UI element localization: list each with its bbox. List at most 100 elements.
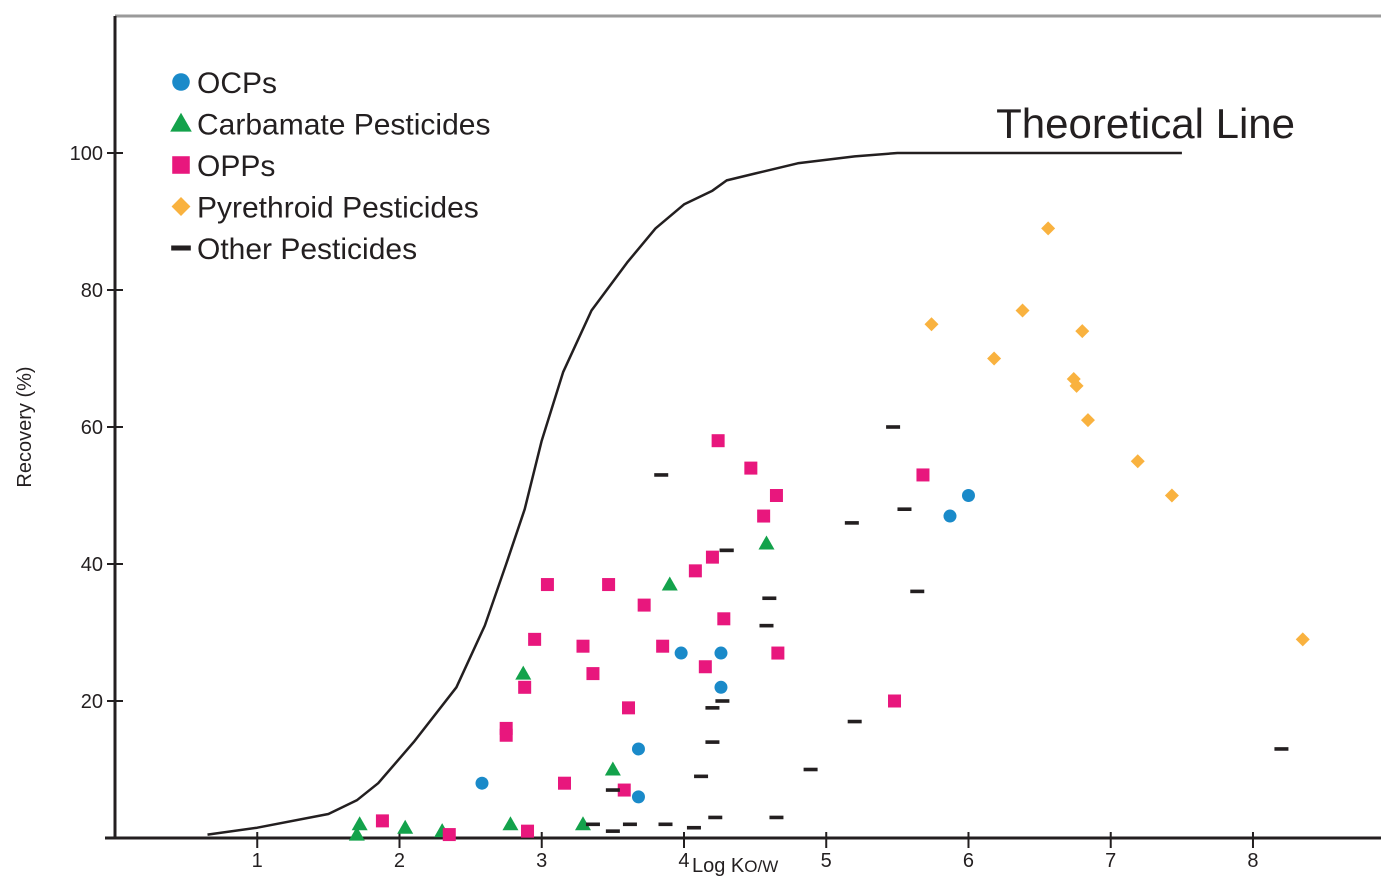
legend-marker-other-pesticides (171, 245, 191, 251)
point-other-pesticides (910, 589, 925, 594)
point-opps (757, 509, 771, 523)
point-pyrethroid-pesticides (1164, 488, 1179, 503)
legend-label-carbamate-pesticides: Carbamate Pesticides (197, 109, 490, 142)
legend-marker-ocps (172, 73, 190, 91)
point-other-pesticides (605, 788, 620, 792)
x-axis-title-subscript: O/W (744, 857, 778, 876)
point-opps (528, 632, 542, 646)
point-pyrethroid-pesticides (987, 351, 1002, 366)
point-opps (705, 550, 719, 564)
point-opps (602, 578, 616, 592)
point-carbamate-pesticides (758, 535, 775, 550)
x-tick-label: 2 (394, 850, 405, 872)
point-ocps (943, 509, 957, 523)
x-tick-label: 6 (963, 850, 974, 872)
point-ocps (631, 742, 645, 756)
data-points-layer (348, 221, 1310, 842)
point-opps (521, 824, 535, 838)
point-pyrethroid-pesticides (924, 317, 939, 332)
legend-marker-pyrethroid-pesticides (171, 197, 191, 216)
point-opps (518, 680, 532, 694)
legend-label-opps: OPPs (197, 150, 275, 183)
point-other-pesticides (762, 596, 777, 601)
point-ocps (714, 680, 728, 694)
point-other-pesticides (686, 825, 701, 830)
legend-label-other-pesticides: Other Pesticides (197, 233, 417, 266)
y-axis-title: Recovery (%) (14, 366, 36, 487)
y-tick-label: 80 (81, 280, 103, 302)
point-carbamate-pesticides (502, 816, 519, 831)
point-ocps (475, 776, 489, 790)
legend-marker-opps (172, 156, 190, 174)
point-carbamate-pesticides (604, 761, 621, 776)
point-other-pesticides (803, 767, 818, 772)
y-tick-label: 20 (81, 691, 103, 713)
point-carbamate-pesticides (515, 665, 532, 680)
y-tick-label: 60 (81, 417, 103, 439)
point-other-pesticides (844, 521, 859, 525)
legend-label-pyrethroid-pesticides: Pyrethroid Pesticides (197, 192, 479, 225)
point-opps (637, 598, 651, 612)
point-other-pesticides (708, 815, 723, 820)
legend: OCPs Carbamate Pesticides OPPs Pyrethroid P… (170, 67, 490, 266)
point-pyrethroid-pesticides (1075, 324, 1090, 339)
point-pyrethroid-pesticides (1015, 303, 1030, 318)
point-other-pesticides (886, 425, 901, 429)
point-pyrethroid-pesticides (1069, 378, 1084, 393)
point-other-pesticides (897, 507, 912, 511)
x-axis-title-main: Log K (692, 855, 745, 877)
point-other-pesticides (705, 740, 720, 744)
point-opps (375, 814, 389, 828)
point-other-pesticides (658, 822, 673, 827)
point-carbamate-pesticides (661, 576, 678, 591)
point-carbamate-pesticides (397, 819, 414, 834)
point-ocps (631, 790, 645, 804)
point-other-pesticides (622, 822, 637, 827)
point-carbamate-pesticides (351, 816, 368, 831)
point-other-pesticides (759, 623, 774, 628)
point-opps (698, 660, 712, 674)
point-other-pesticides (694, 774, 709, 779)
point-pyrethroid-pesticides (1130, 454, 1145, 469)
point-pyrethroid-pesticides (1080, 413, 1095, 428)
point-opps (688, 564, 702, 578)
point-opps (617, 783, 631, 797)
y-tick-label: 100 (70, 143, 103, 165)
point-opps (717, 612, 731, 626)
point-opps (656, 639, 670, 653)
point-opps (586, 667, 600, 681)
point-ocps (674, 646, 688, 660)
point-ocps (714, 646, 728, 660)
y-tick-label: 40 (81, 554, 103, 576)
point-opps (711, 434, 725, 448)
point-opps (888, 694, 902, 708)
point-other-pesticides (769, 815, 784, 820)
legend-label-ocps: OCPs (197, 67, 277, 100)
point-other-pesticides (585, 822, 600, 827)
point-carbamate-pesticides (348, 826, 365, 841)
point-other-pesticides (705, 706, 720, 710)
point-opps (576, 639, 590, 653)
point-opps (499, 728, 513, 742)
theoretical-line (207, 151, 1182, 836)
x-tick-label: 7 (1105, 850, 1116, 872)
point-ocps (961, 489, 975, 502)
point-opps (744, 461, 758, 475)
point-pyrethroid-pesticides (1041, 221, 1056, 236)
x-tick-label: 8 (1247, 850, 1258, 872)
point-opps (916, 468, 930, 482)
point-opps (769, 489, 783, 502)
point-other-pesticides (654, 473, 669, 477)
point-pyrethroid-pesticides (1295, 632, 1310, 647)
point-opps (622, 701, 636, 715)
point-carbamate-pesticides (574, 816, 591, 831)
point-other-pesticides (719, 548, 734, 553)
annotation-theoretical-line: Theoretical Line (996, 100, 1295, 147)
point-opps (771, 646, 785, 660)
x-tick-label: 3 (536, 850, 547, 872)
x-tick-label: 5 (821, 850, 832, 872)
theoretical-line-layer (207, 151, 1182, 836)
point-other-pesticides (847, 719, 862, 724)
